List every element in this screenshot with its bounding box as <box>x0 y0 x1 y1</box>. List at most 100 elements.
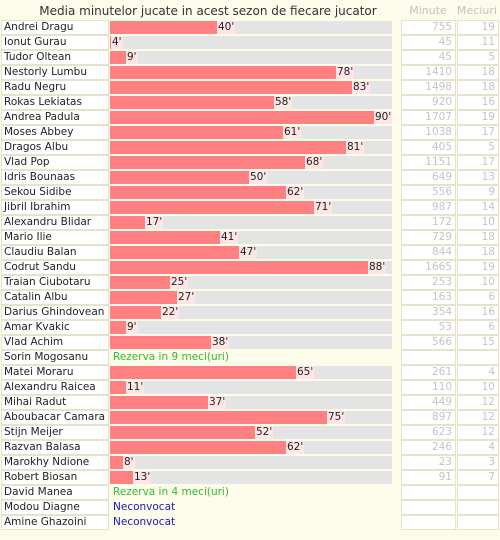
bar-track: 58' <box>110 96 392 109</box>
player-name[interactable]: Sekou Sidibe <box>1 185 109 200</box>
player-name[interactable]: Moses Abbey <box>1 125 109 140</box>
bar-track: 13' <box>110 471 392 484</box>
bar-value-label: 78' <box>336 66 355 79</box>
bar-track: 52' <box>110 426 392 439</box>
bar <box>110 171 267 184</box>
player-name[interactable]: Codrut Sandu <box>1 260 109 275</box>
bar-track: Rezerva in 4 meci(uri) <box>110 486 392 499</box>
player-row: Andrei Dragu 40' 755 19 <box>0 20 500 35</box>
player-name[interactable]: Darius Ghindovean <box>1 305 109 320</box>
minutes-cell: 729 <box>401 230 456 245</box>
bar-value-label: 9' <box>126 51 138 64</box>
player-row: Jibril Ibrahim 71' 987 14 <box>0 200 500 215</box>
bar-value-label: 65' <box>296 366 315 379</box>
minutes-cell: 1038 <box>401 125 456 140</box>
player-name[interactable]: Catalin Albu <box>1 290 109 305</box>
bar <box>110 261 386 274</box>
minutes-cell: 755 <box>401 20 456 35</box>
minutes-cell: 1665 <box>401 260 456 275</box>
player-name[interactable]: Dragos Albu <box>1 140 109 155</box>
player-row: Robert Biosan 13' 91 7 <box>0 470 500 485</box>
player-row: Amar Kvakic 9' 53 6 <box>0 320 500 335</box>
player-name[interactable]: Marokhy Ndione <box>1 455 109 470</box>
player-name[interactable]: Rokas Lekiatas <box>1 95 109 110</box>
bar-value-label: 38' <box>211 336 230 349</box>
bar-value-label: 25' <box>170 276 189 289</box>
bar-track: 71' <box>110 201 392 214</box>
player-name[interactable]: Matei Moraru <box>1 365 109 380</box>
bar-value-label: 8' <box>123 456 135 469</box>
player-row: Amine Ghazoini Neconvocat <box>0 515 500 530</box>
player-name[interactable]: Vlad Pop <box>1 155 109 170</box>
matches-cell: 10 <box>457 215 499 230</box>
bar-track: 65' <box>110 366 392 379</box>
player-row: Ionut Gurau 4' 45 11 <box>0 35 500 50</box>
player-name[interactable]: Sorin Mogosanu <box>1 350 109 365</box>
matches-cell: 18 <box>457 65 499 80</box>
bar-track: 9' <box>110 51 392 64</box>
player-row: Codrut Sandu 88' 1665 19 <box>0 260 500 275</box>
player-row: Sekou Sidibe 62' 556 9 <box>0 185 500 200</box>
bar-track: Rezerva in 9 meci(uri) <box>110 351 392 364</box>
minutes-cell <box>401 500 456 515</box>
player-row: Mihai Radut 37' 449 12 <box>0 395 500 410</box>
player-name[interactable]: Idris Bounaas <box>1 170 109 185</box>
player-name[interactable]: Radu Negru <box>1 80 109 95</box>
player-name[interactable]: Nestorly Lumbu <box>1 65 109 80</box>
player-row: Claudiu Balan 47' 844 18 <box>0 245 500 260</box>
minutes-cell: 91 <box>401 470 456 485</box>
matches-cell: 12 <box>457 395 499 410</box>
player-name[interactable]: Modou Diagne <box>1 500 109 515</box>
player-name[interactable]: Andrea Padula <box>1 110 109 125</box>
matches-cell: 12 <box>457 425 499 440</box>
player-name[interactable]: Traian Ciubotaru <box>1 275 109 290</box>
bar <box>110 426 273 439</box>
bar <box>110 336 229 349</box>
matches-cell: 16 <box>457 305 499 320</box>
bar <box>110 81 370 94</box>
bar-track: Neconvocat <box>110 516 392 529</box>
minutes-cell: 1151 <box>401 155 456 170</box>
player-name[interactable]: Razvan Balasa <box>1 440 109 455</box>
player-name[interactable]: Ionut Gurau <box>1 35 109 50</box>
bar-track: Neconvocat <box>110 501 392 514</box>
bar <box>110 66 354 79</box>
player-name[interactable]: Andrei Dragu <box>1 20 109 35</box>
player-name[interactable]: Alexandru Blidar <box>1 215 109 230</box>
minutes-cell: 405 <box>401 140 456 155</box>
player-row: Catalin Albu 27' 163 6 <box>0 290 500 305</box>
minutes-cell: 246 <box>401 440 456 455</box>
minutes-cell: 1498 <box>401 80 456 95</box>
player-row: Matei Moraru 65' 261 4 <box>0 365 500 380</box>
player-name[interactable]: Amar Kvakic <box>1 320 109 335</box>
player-name[interactable]: Aboubacar Camara <box>1 410 109 425</box>
player-name[interactable]: Mihai Radut <box>1 395 109 410</box>
bar-track: 27' <box>110 291 392 304</box>
minutes-cell: 354 <box>401 305 456 320</box>
bar-value-label: 61' <box>283 126 302 139</box>
player-name[interactable]: Mario Ilie <box>1 230 109 245</box>
bar-value-label: 13' <box>133 471 152 484</box>
player-row: Moses Abbey 61' 1038 17 <box>0 125 500 140</box>
matches-cell: 17 <box>457 155 499 170</box>
player-name[interactable]: David Manea <box>1 485 109 500</box>
bar-value-label: 17' <box>145 216 164 229</box>
player-name[interactable]: Alexandru Raicea <box>1 380 109 395</box>
bar <box>110 276 188 289</box>
bar-track: 83' <box>110 81 392 94</box>
player-name[interactable]: Vlad Achim <box>1 335 109 350</box>
player-name[interactable]: Tudor Oltean <box>1 50 109 65</box>
player-row: Andrea Padula 90' 1707 19 <box>0 110 500 125</box>
bar <box>110 246 257 259</box>
matches-cell: 4 <box>457 440 499 455</box>
player-name[interactable]: Claudiu Balan <box>1 245 109 260</box>
player-name[interactable]: Stijn Meijer <box>1 425 109 440</box>
player-row: Mario Ilie 41' 729 18 <box>0 230 500 245</box>
player-name[interactable]: Amine Ghazoini <box>1 515 109 530</box>
bar-track: 88' <box>110 261 392 274</box>
bar-track: 47' <box>110 246 392 259</box>
player-name[interactable]: Jibril Ibrahim <box>1 200 109 215</box>
bar-value-label: 40' <box>217 21 236 34</box>
minutes-cell: 163 <box>401 290 456 305</box>
player-name[interactable]: Robert Biosan <box>1 470 109 485</box>
